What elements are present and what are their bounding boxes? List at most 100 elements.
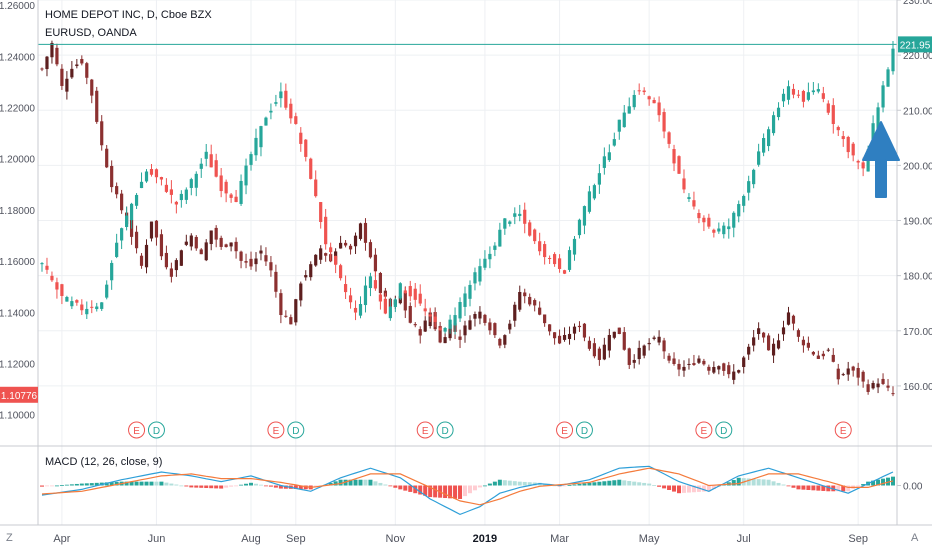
- marker-label: E: [561, 426, 568, 437]
- dividend-marker[interactable]: D: [287, 421, 305, 439]
- hd-candle: [204, 151, 208, 159]
- eurusd-candle: [762, 332, 766, 338]
- eurusd-candle: [343, 242, 348, 246]
- marker-label: D: [720, 426, 727, 437]
- dividend-marker[interactable]: D: [436, 421, 454, 439]
- eurusd-candle: [478, 311, 482, 319]
- hd-candle: [398, 283, 402, 299]
- macd-histogram-bar: [527, 482, 532, 486]
- hd-candle: [144, 171, 149, 182]
- macd-histogram-bar: [134, 481, 139, 486]
- symbol-title[interactable]: HOME DEPOT INC, D, Cboe BZX: [45, 9, 212, 21]
- hd-candle: [806, 92, 810, 100]
- eurusd-candle: [617, 327, 621, 335]
- marker-circle: [287, 421, 305, 439]
- macd-histogram-bar: [756, 479, 761, 486]
- left-price-axis[interactable]: 1.26000 1.24000 1.22000 1.20000 1.18000 1.160…: [0, 1, 35, 422]
- hd-candle: [353, 307, 358, 313]
- macd-histogram-bar: [353, 479, 358, 486]
- eurusd-candle: [70, 68, 74, 78]
- earnings-marker[interactable]: E: [128, 421, 146, 439]
- eurusd-candle: [324, 253, 328, 256]
- earnings-marker[interactable]: E: [695, 421, 713, 439]
- eurusd-candle: [523, 292, 527, 297]
- eurusd-candle: [697, 358, 701, 363]
- macd-histogram-bar: [776, 482, 781, 486]
- hd-candle: [134, 194, 139, 206]
- macd-histogram-bar: [691, 485, 696, 493]
- macd-histogram-bar: [522, 481, 527, 486]
- hd-candle: [363, 285, 368, 306]
- hd-candle: [498, 229, 502, 247]
- time-tick-label: Jul: [737, 533, 751, 545]
- earnings-marker[interactable]: E: [834, 421, 852, 439]
- macd-histogram-bar: [761, 479, 766, 486]
- right-tick-label: 200.00: [903, 161, 932, 172]
- up-arrow-icon[interactable]: [862, 121, 900, 198]
- left-tick-label: 1.22000: [0, 104, 35, 115]
- earnings-marker[interactable]: E: [267, 421, 285, 439]
- earnings-marker[interactable]: E: [416, 421, 434, 439]
- eurusd-candle: [378, 272, 383, 294]
- time-axis[interactable]: Apr Jun Aug Sep Nov 2019 Mar May Jul Sep: [53, 533, 868, 545]
- hd-candle: [244, 165, 248, 186]
- hd-candle: [627, 106, 631, 114]
- eurusd-candle: [105, 148, 109, 168]
- dividend-marker[interactable]: D: [575, 421, 593, 439]
- hd-candle: [358, 304, 363, 316]
- macd-histogram-bar: [388, 485, 393, 487]
- eurusd-candle: [757, 328, 761, 335]
- macd-histogram-bar: [841, 485, 846, 492]
- marker-circle: [147, 421, 165, 439]
- eurusd-candle: [717, 366, 721, 370]
- macd-histogram-bar: [214, 485, 219, 489]
- eurusd-candle: [149, 221, 154, 239]
- home-depot-series: [40, 41, 895, 335]
- time-tick-label: Sep: [286, 533, 306, 545]
- eurusd-candle: [742, 357, 746, 367]
- eurusd-candle: [65, 78, 69, 92]
- macd-histogram-bar: [149, 481, 154, 486]
- hd-candle: [562, 270, 567, 274]
- macd-histogram-bar: [497, 479, 502, 486]
- hd-candle: [343, 284, 348, 293]
- eurusd-candle: [866, 384, 870, 392]
- auto-scale-icon[interactable]: A: [911, 532, 919, 544]
- eurusd-candle: [194, 236, 198, 249]
- hd-candle: [209, 154, 213, 168]
- eurusd-candle: [548, 324, 552, 332]
- eurusd-candle: [632, 359, 636, 363]
- eurusd-candle: [841, 374, 845, 376]
- macd-histogram-bar: [647, 483, 652, 486]
- marker-label: D: [441, 426, 448, 437]
- hd-candle: [831, 105, 835, 125]
- right-price-axis[interactable]: 230.00 220.00 210.00 200.00 190.00 180.00 170.…: [897, 0, 932, 493]
- eurusd-candle: [55, 47, 59, 65]
- left-tick-label: 1.18000: [0, 206, 35, 217]
- hd-candle: [876, 107, 880, 131]
- hd-candle: [811, 90, 815, 93]
- macd-histogram-bar: [886, 477, 891, 486]
- auto-scale-button[interactable]: A: [911, 532, 919, 544]
- right-last-price-label: 221.95: [900, 40, 931, 51]
- zoom-icon[interactable]: Z: [6, 532, 13, 544]
- dividend-marker[interactable]: D: [147, 421, 165, 439]
- left-tick-label: 1.20000: [0, 155, 35, 166]
- dividend-marker[interactable]: D: [715, 421, 733, 439]
- eurusd-candle: [239, 251, 243, 261]
- hd-candle: [891, 48, 895, 72]
- macd-histogram-bar: [49, 485, 54, 487]
- eurusd-candle: [139, 255, 144, 266]
- macd-histogram-bar: [731, 480, 736, 486]
- hd-candle: [841, 136, 845, 140]
- eurusd-candle: [309, 264, 313, 278]
- macd-histogram-bar: [861, 484, 866, 486]
- compare-symbol-title[interactable]: EURUSD, OANDA: [45, 27, 137, 39]
- zoom-button[interactable]: Z: [6, 532, 13, 544]
- macd-histogram-bar: [637, 482, 642, 486]
- hd-candle: [383, 298, 387, 314]
- earnings-marker[interactable]: E: [556, 421, 574, 439]
- macd-title[interactable]: MACD (12, 26, close, 9): [45, 456, 162, 468]
- hd-candle: [587, 191, 592, 212]
- hd-candle: [687, 197, 691, 199]
